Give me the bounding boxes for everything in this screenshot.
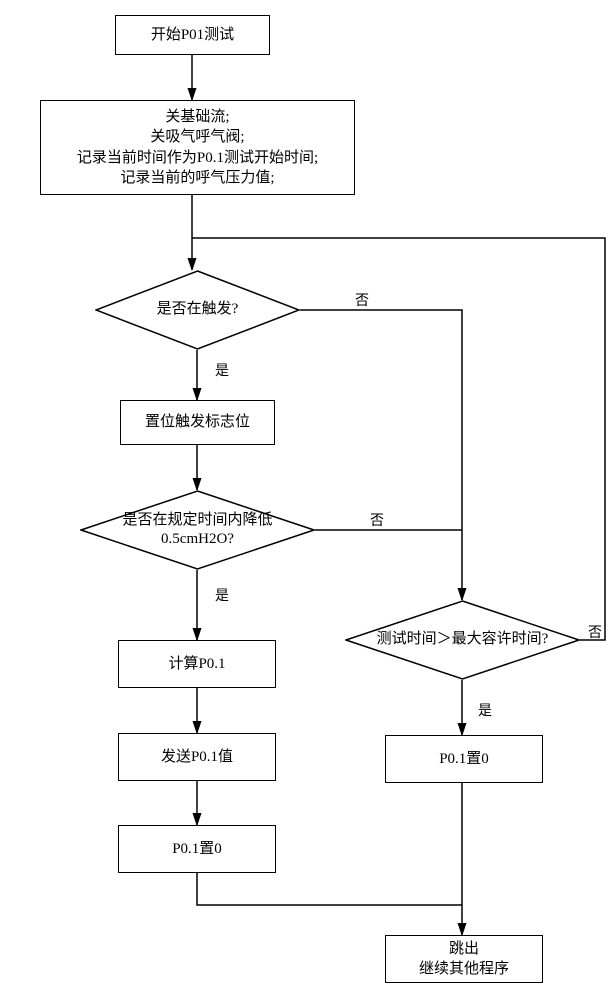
flow-node: 计算P0.1 <box>118 640 276 688</box>
flow-node: 关基础流;关吸气呼气阀;记录当前时间作为P0.1测试开始时间;记录当前的呼气压力… <box>40 100 355 195</box>
flow-node: 发送P0.1值 <box>118 733 276 781</box>
edge-label: 否 <box>588 622 602 642</box>
edge-label: 是 <box>478 700 492 720</box>
flow-decision: 测试时间＞最大容许时间? <box>345 600 580 680</box>
flow-node: 跳出继续其他程序 <box>385 935 543 983</box>
flow-node: 置位触发标志位 <box>120 400 275 445</box>
flowchart-canvas: 开始P01测试关基础流;关吸气呼气阀;记录当前时间作为P0.1测试开始时间;记录… <box>0 0 614 1000</box>
flow-node: 开始P01测试 <box>115 15 270 55</box>
flow-decision: 是否在规定时间内降低0.5cmH2O? <box>80 490 315 570</box>
flow-decision: 是否在触发? <box>95 270 300 350</box>
flow-node: P0.1置0 <box>118 825 276 873</box>
edge-label: 否 <box>370 510 384 530</box>
flow-node: P0.1置0 <box>385 735 543 783</box>
edge-label: 是 <box>215 585 229 605</box>
edge-label: 否 <box>355 290 369 310</box>
edge-label: 是 <box>215 360 229 380</box>
